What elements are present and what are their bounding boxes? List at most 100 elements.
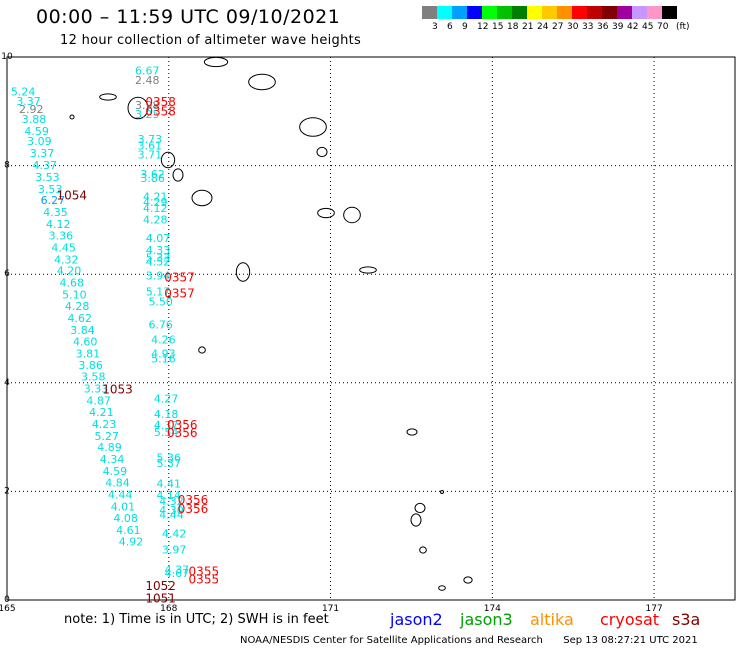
pass-time-label: 0358 bbox=[145, 95, 176, 109]
legend-label: 24 bbox=[537, 22, 549, 32]
wave-height-label: 4.59 bbox=[103, 465, 128, 478]
island-outline bbox=[406, 428, 418, 436]
island-outline bbox=[419, 546, 427, 554]
island-outline bbox=[198, 346, 206, 354]
legend-swatch bbox=[452, 6, 467, 19]
island-outline bbox=[127, 96, 149, 120]
sat-label-jason3: jason3 bbox=[460, 610, 513, 629]
legend-label: 39 bbox=[612, 22, 624, 32]
island-outline bbox=[343, 206, 361, 224]
generated-timestamp: Sep 13 08:27:21 UTC 2021 bbox=[563, 635, 698, 646]
wave-height-label: 6.27 bbox=[41, 194, 66, 207]
wave-height-label: 3.88 bbox=[22, 113, 47, 126]
wave-height-label: 4.61 bbox=[116, 524, 141, 537]
wave-height-label: 5.16 bbox=[151, 353, 176, 366]
legend-swatch bbox=[542, 6, 557, 19]
legend-swatch bbox=[437, 6, 452, 19]
wave-height-label: 3.73 bbox=[138, 133, 163, 146]
wave-height-label: 4.32 bbox=[54, 253, 79, 266]
pass-time-label: 0358 bbox=[145, 105, 176, 119]
wave-height-label: 5.37 bbox=[157, 457, 182, 470]
legend-label: 27 bbox=[552, 22, 564, 32]
legend-label: 12 bbox=[477, 22, 489, 32]
wave-height-label: 4.28 bbox=[65, 300, 90, 313]
legend-swatch bbox=[422, 6, 437, 19]
legend-label: 42 bbox=[627, 22, 639, 32]
wave-height-label: 4.26 bbox=[151, 334, 176, 347]
wave-height-label: 4.37 bbox=[165, 563, 190, 576]
legend-swatch bbox=[572, 6, 587, 19]
pass-time-label: 0356 bbox=[167, 418, 198, 432]
island-outline bbox=[160, 151, 176, 169]
wave-height-label: 3.61 bbox=[138, 139, 163, 152]
island-dot bbox=[167, 295, 171, 299]
wave-height-label: 3.97 bbox=[162, 543, 187, 556]
wave-height-label: 3.33 bbox=[84, 383, 109, 396]
wave-height-label: 3.94 bbox=[146, 270, 171, 283]
wave-height-label: 4.60 bbox=[73, 335, 98, 348]
wave-height-label: 3.62 bbox=[140, 168, 165, 181]
lat-tick-label: 6 bbox=[4, 269, 10, 279]
wave-height-label: 4.41 bbox=[157, 478, 182, 491]
legend-label: 45 bbox=[642, 22, 654, 32]
legend-label: 18 bbox=[507, 22, 519, 32]
color-legend bbox=[422, 6, 677, 25]
wave-height-label: 3.37 bbox=[30, 147, 55, 160]
wave-height-label: 5.50 bbox=[148, 296, 173, 309]
wave-height-label: 4.07 bbox=[146, 232, 171, 245]
map-subtitle: 12 hour collection of altimeter wave hei… bbox=[60, 33, 362, 48]
legend-label: 6 bbox=[447, 22, 453, 32]
wave-height-label: 3.86 bbox=[140, 172, 165, 185]
wave-height-label: 4.45 bbox=[51, 241, 76, 254]
legend-swatch bbox=[467, 6, 482, 19]
legend-label: 15 bbox=[492, 22, 504, 32]
wave-height-label: 3.58 bbox=[81, 371, 106, 384]
legend-swatch bbox=[512, 6, 527, 19]
legend-label: 33 bbox=[582, 22, 594, 32]
wave-height-label: 4.29 bbox=[143, 196, 168, 209]
legend-swatch bbox=[647, 6, 662, 19]
pass-time-label: 0355 bbox=[189, 565, 220, 579]
pass-time-label: 0356 bbox=[178, 502, 209, 516]
wave-height-label: 4.87 bbox=[86, 395, 111, 408]
legend-swatch bbox=[587, 6, 602, 19]
pass-time-label: 1053 bbox=[102, 383, 133, 397]
map-frame bbox=[6, 56, 736, 601]
wave-height-label: 4.67 bbox=[165, 567, 190, 580]
wave-height-label: 4.35 bbox=[43, 206, 68, 219]
pass-time-label: 1052 bbox=[145, 579, 176, 593]
island-outline bbox=[235, 262, 251, 282]
wave-height-label: 4.68 bbox=[59, 277, 84, 290]
lon-tick-label: 174 bbox=[484, 604, 501, 614]
legend-label: 3 bbox=[432, 22, 438, 32]
island-outline bbox=[438, 585, 446, 591]
wave-height-label: 6.67 bbox=[135, 64, 160, 77]
wave-height-label: 4.62 bbox=[68, 312, 93, 325]
wave-height-label: 4.32 bbox=[159, 495, 184, 508]
wave-height-label: 5.10 bbox=[62, 289, 87, 302]
wave-height-label: 4.14 bbox=[157, 489, 182, 502]
wave-height-label: 3.81 bbox=[76, 347, 101, 360]
pass-time-label: 0355 bbox=[189, 573, 220, 587]
wave-height-label: 4.52 bbox=[146, 256, 171, 269]
sat-label-altika: altika bbox=[530, 610, 574, 629]
legend-label: 9 bbox=[462, 22, 468, 32]
legend-label: 70 bbox=[657, 22, 669, 32]
legend-swatch bbox=[527, 6, 542, 19]
credit-text: NOAA/NESDIS Center for Satellite Applica… bbox=[240, 635, 543, 646]
wave-height-label: 4.08 bbox=[113, 512, 138, 525]
island-outline bbox=[440, 490, 444, 494]
wave-height-label: 5.24 bbox=[11, 86, 36, 99]
wave-height-label: 2.48 bbox=[135, 74, 160, 87]
wave-height-label: 3.98 bbox=[135, 99, 160, 112]
wave-height-label: 4.12 bbox=[143, 202, 168, 215]
wave-height-label: 4.33 bbox=[146, 244, 171, 257]
wave-height-label: 4.59 bbox=[24, 125, 49, 138]
wave-height-label: 5.27 bbox=[95, 430, 120, 443]
legend-unit: (ft) bbox=[676, 22, 690, 32]
legend-swatch bbox=[482, 6, 497, 19]
wave-height-label: 4.23 bbox=[92, 418, 117, 431]
wave-height-label: 3.84 bbox=[70, 324, 95, 337]
island-outline bbox=[248, 73, 276, 91]
wave-height-label: 4.12 bbox=[46, 218, 71, 231]
